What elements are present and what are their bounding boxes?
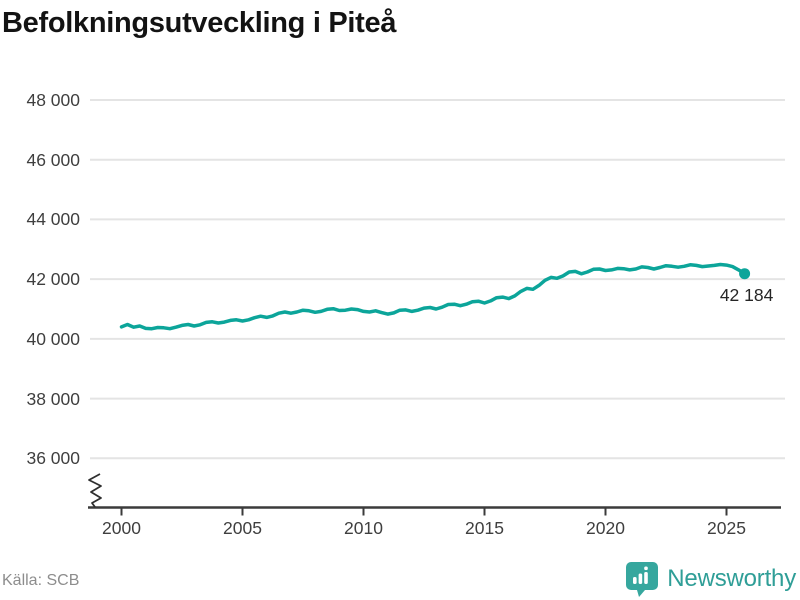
y-axis-label: 40 000 — [26, 328, 80, 349]
x-axis-label: 2020 — [586, 518, 625, 538]
newsworthy-logo: Newsworthy — [625, 561, 796, 597]
source-label: Källa: SCB — [2, 572, 80, 589]
page-title: Befolkningsutveckling i Piteå — [2, 7, 397, 39]
x-axis-label: 2025 — [707, 518, 746, 538]
y-axis-label: 44 000 — [26, 209, 80, 230]
end-point-dot — [739, 268, 751, 280]
y-axis-label: 48 000 — [26, 90, 80, 110]
x-axis-label: 2000 — [102, 518, 141, 538]
x-axis-label: 2010 — [344, 518, 383, 538]
y-axis-label: 42 000 — [26, 269, 80, 290]
axis-break-icon — [88, 473, 102, 508]
newsworthy-bubble-barchart-icon — [626, 562, 659, 597]
y-axis-label: 36 000 — [26, 448, 80, 469]
newsworthy-wordmark: Newsworthy — [667, 565, 796, 592]
end-value-label: 42 184 — [719, 285, 774, 305]
y-axis-label: 38 000 — [26, 388, 80, 409]
y-axis-label: 46 000 — [26, 149, 80, 170]
population-line — [119, 262, 747, 331]
x-axis-label: 2015 — [465, 518, 504, 538]
x-axis-label: 2005 — [223, 518, 262, 538]
